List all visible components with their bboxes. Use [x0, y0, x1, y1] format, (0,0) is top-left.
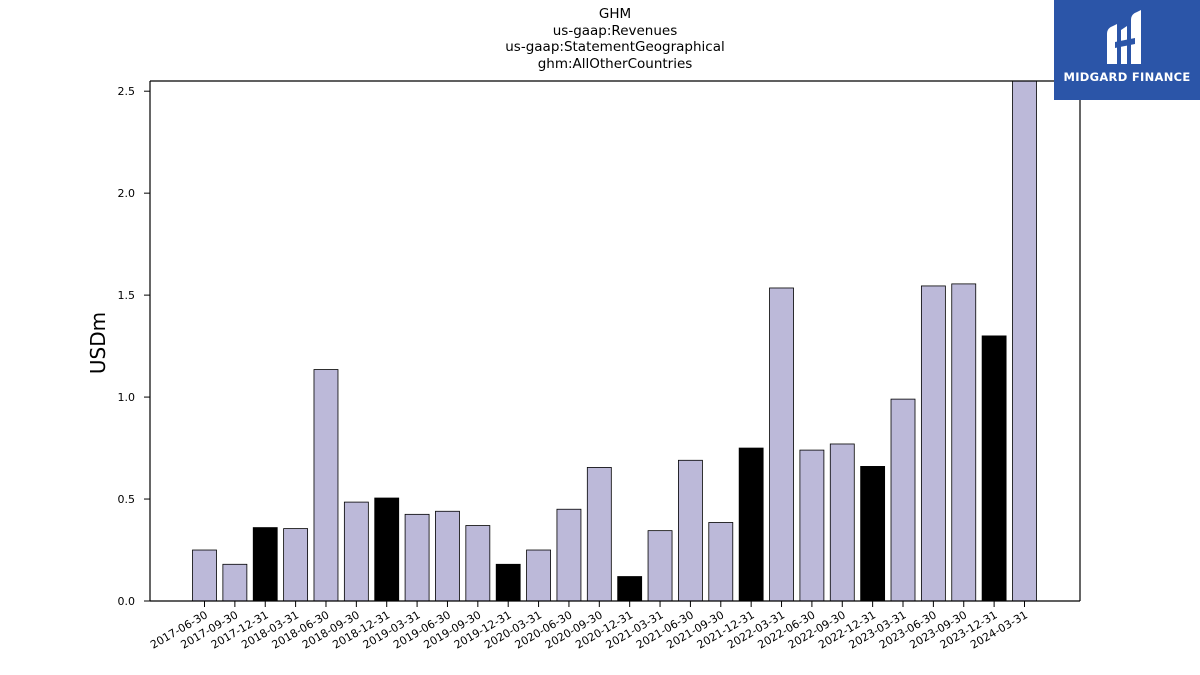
title-line-concept: us-gaap:Revenues [552, 22, 678, 39]
bar [252, 527, 278, 602]
y-tick-label: 2.0 [118, 187, 136, 200]
y-tick-label: 0.5 [118, 493, 136, 506]
bar [890, 398, 916, 602]
bar [678, 459, 703, 602]
bar [920, 285, 946, 602]
bar [981, 335, 1007, 602]
bar [526, 549, 551, 602]
y-tick-label: 0.0 [118, 595, 136, 608]
bar [829, 443, 855, 602]
y-tick-label: 1.5 [118, 289, 136, 302]
title-line-member: ghm:AllOtherCountries [537, 55, 693, 72]
bar [769, 287, 794, 602]
bar [617, 576, 643, 602]
bar [1012, 80, 1037, 602]
bar [586, 467, 612, 602]
y-tick-label: 1.0 [118, 391, 136, 404]
bar [860, 466, 886, 602]
title-line-ticker: GHM [598, 6, 632, 22]
bar [404, 513, 430, 602]
brand-logo: MIDGARD FINANCE [1054, 0, 1200, 100]
bar [222, 563, 248, 602]
bar [283, 528, 309, 602]
bar [495, 563, 521, 602]
bar [799, 449, 825, 602]
bar [435, 510, 460, 602]
bar [951, 283, 977, 602]
bar [556, 508, 582, 602]
y-axis-label: USDm [86, 312, 110, 374]
title-line-axis: us-gaap:StatementGeographical [505, 39, 725, 55]
bar [374, 497, 400, 602]
midgard-logo-icon [1107, 10, 1141, 64]
bar [192, 549, 217, 602]
bar [708, 522, 734, 602]
bar [465, 525, 491, 602]
chart-title: GHM us-gaap:Revenues us-gaap:StatementGe… [0, 6, 1200, 72]
bar [343, 501, 369, 602]
bar [738, 447, 764, 602]
bar [647, 530, 673, 602]
y-tick-label: 2.5 [118, 85, 136, 98]
bar [313, 369, 339, 602]
logo-text: MIDGARD FINANCE [1063, 70, 1191, 84]
